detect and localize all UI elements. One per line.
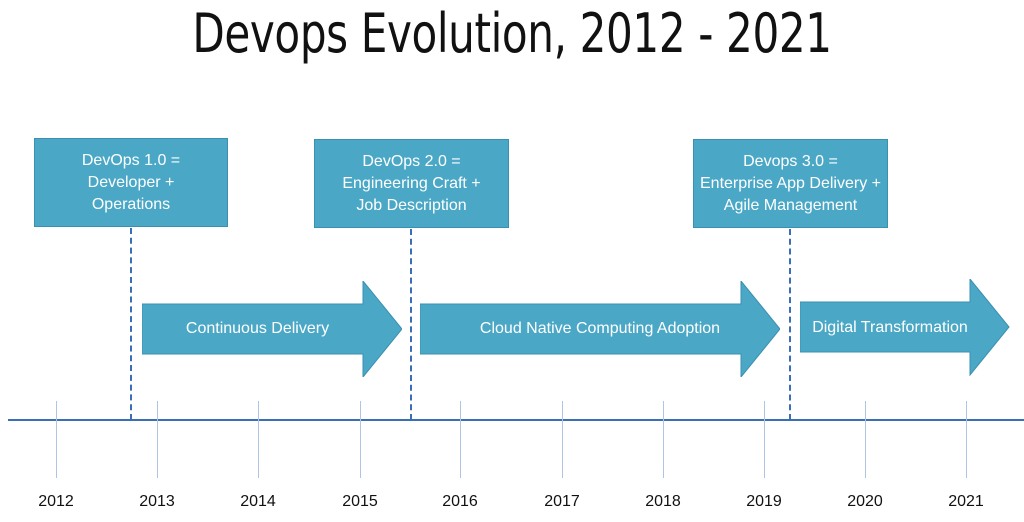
milestone-connector bbox=[130, 228, 132, 420]
milestone-line: Agile Management bbox=[723, 196, 858, 214]
year-tick bbox=[966, 401, 967, 478]
milestone-connector bbox=[410, 229, 412, 420]
milestone-box-devops-2: DevOps 2.0 = Engineering Craft + Job Des… bbox=[314, 139, 509, 228]
year-tick bbox=[360, 401, 361, 478]
year-label: 2021 bbox=[948, 493, 984, 510]
phase-label: Cloud Native Computing Adoption bbox=[479, 320, 721, 337]
arrow-shape bbox=[142, 281, 402, 377]
year-label: 2019 bbox=[746, 493, 782, 510]
milestone-line: Developer + bbox=[87, 173, 175, 191]
year-label: 2013 bbox=[139, 493, 175, 510]
year-tick bbox=[56, 401, 57, 478]
milestone-box-devops-1: DevOps 1.0 = Developer + Operations bbox=[34, 138, 228, 227]
year-label: 2018 bbox=[645, 493, 681, 510]
arrow-shape bbox=[800, 279, 1010, 376]
year-label: 2016 bbox=[442, 493, 478, 510]
year-label: 2017 bbox=[544, 493, 580, 510]
arrow-shape bbox=[420, 281, 780, 377]
page-title: Devops Evolution, 2012 - 2021 bbox=[192, 2, 832, 65]
milestone-line: Engineering Craft + bbox=[342, 174, 481, 192]
year-label: 2020 bbox=[847, 493, 883, 510]
year-tick bbox=[460, 401, 461, 478]
phase-arrow-continuous-delivery: Continuous Delivery bbox=[142, 281, 402, 377]
year-label: 2015 bbox=[342, 493, 378, 510]
milestone-connector bbox=[789, 229, 791, 420]
phase-label: Digital Transformation bbox=[812, 318, 968, 336]
year-label: 2012 bbox=[38, 493, 74, 510]
phase-arrow-cloud-native: Cloud Native Computing Adoption bbox=[420, 281, 780, 377]
year-tick bbox=[663, 401, 664, 478]
milestone-box-devops-3: Devops 3.0 = Enterprise App Delivery + A… bbox=[693, 139, 888, 228]
milestone-line: Job Description bbox=[356, 196, 467, 214]
phase-arrow-digital-transformation: Digital Transformation bbox=[800, 279, 1010, 376]
milestone-line: Enterprise App Delivery + bbox=[700, 174, 881, 192]
year-tick bbox=[865, 401, 866, 478]
milestone-line: Devops 3.0 = bbox=[743, 152, 838, 170]
year-tick bbox=[258, 401, 259, 478]
milestone-line: DevOps 2.0 = bbox=[362, 152, 461, 170]
year-tick bbox=[157, 401, 158, 478]
year-tick bbox=[562, 401, 563, 478]
milestone-line: Operations bbox=[91, 195, 171, 213]
year-tick bbox=[764, 401, 765, 478]
milestone-line: DevOps 1.0 = bbox=[81, 151, 181, 169]
timeline-axis bbox=[8, 419, 1024, 421]
year-label: 2014 bbox=[240, 493, 276, 510]
phase-label: Continuous Delivery bbox=[185, 320, 330, 337]
